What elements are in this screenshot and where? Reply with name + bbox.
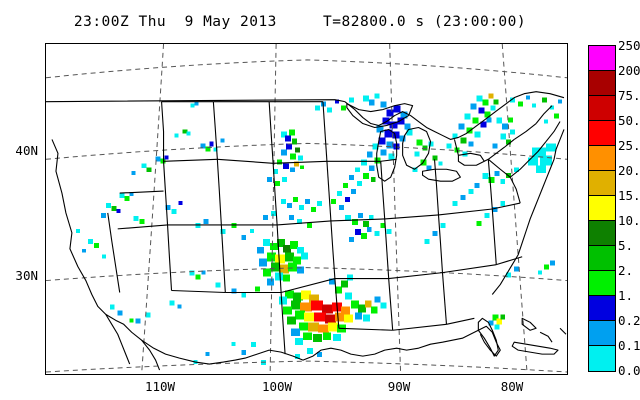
colorbar-tick-label-1: 200. [618, 63, 640, 78]
colorbar-band-3 [589, 121, 615, 146]
x-tick-label-110w: 110W [144, 379, 176, 394]
colorbar-band-2 [589, 96, 615, 121]
colorbar-tick-label-7: 10. [618, 213, 640, 228]
colorbar-tick-label-4: 25. [618, 138, 640, 153]
colorbar-tick-label-5: 20. [618, 163, 640, 178]
x-tick-label-80w: 80W [500, 379, 524, 394]
colorbar-tick-label-11: 0.25 [618, 313, 640, 328]
colorbar-band-12 [589, 346, 615, 371]
colorbar[interactable] [588, 45, 616, 372]
colorbar-tick-label-2: 75. [618, 88, 640, 103]
colorbar-band-6 [589, 196, 615, 221]
x-tick-label-90w: 90W [387, 379, 411, 394]
colorbar-tick-label-bottom: 0.01 [618, 363, 640, 378]
colorbar-band-5 [589, 171, 615, 196]
figure-title: 23:00Z Thu 9 May 2013 T=82800.0 s (23:00… [73, 14, 527, 30]
colorbar-band-7 [589, 221, 615, 246]
colorbar-band-10 [589, 296, 615, 321]
map-panel[interactable] [45, 43, 568, 375]
colorbar-tick-label-8: 5. [618, 238, 634, 253]
map-canvas [46, 44, 567, 374]
colorbar-band-0 [589, 46, 615, 71]
colorbar-tick-label-3: 50. [618, 113, 640, 128]
lat-lon-gridlines [46, 44, 567, 374]
colorbar-tick-label-9: 2. [618, 263, 634, 278]
y-tick-label-30n: 30N [15, 268, 38, 283]
colorbar-band-9 [589, 271, 615, 296]
colorbar-band-1 [589, 71, 615, 96]
colorbar-band-4 [589, 146, 615, 171]
colorbar-tick-label-12: 0.10 [618, 338, 640, 353]
x-tick-label-100w: 100W [261, 379, 293, 394]
colorbar-band-8 [589, 246, 615, 271]
map-outlines [46, 91, 567, 371]
y-tick-label-40n: 40N [15, 143, 38, 158]
precipitation-layer [75, 93, 563, 366]
colorbar-tick-label-0: 250. [618, 38, 640, 53]
colorbar-tick-label-6: 15. [618, 188, 640, 203]
colorbar-band-11 [589, 321, 615, 346]
colorbar-tick-label-10: 1. [618, 288, 634, 303]
